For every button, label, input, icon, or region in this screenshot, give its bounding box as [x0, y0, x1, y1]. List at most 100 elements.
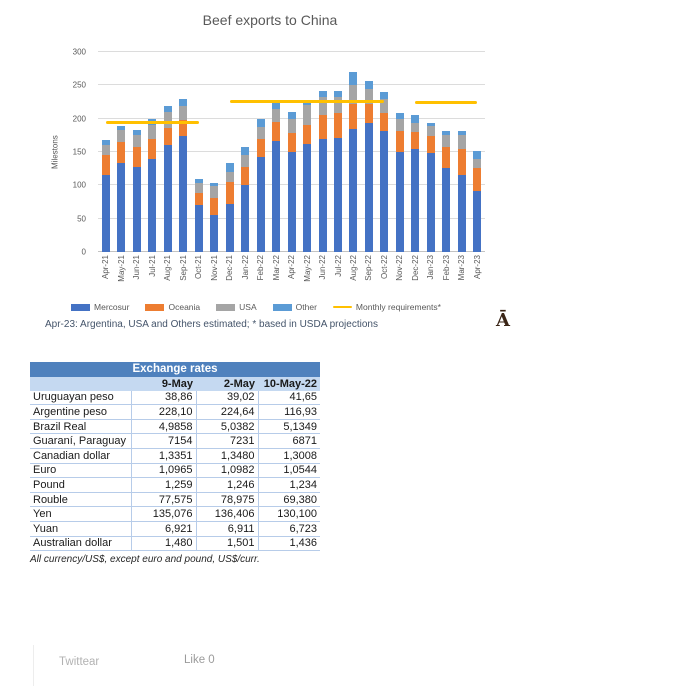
table-row: Guaraní, Paraguay 7154 7231 6871 [30, 433, 320, 449]
bar-slot [361, 52, 376, 252]
bar-segment-oceania [457, 149, 466, 175]
bar-segment-mercosur [256, 157, 265, 252]
table-row: Australian dollar 1,480 1,501 1,436 [30, 536, 320, 552]
exchange-rates-table: Exchange rates 9-May 2-May 10-May-22 Urugua… [30, 362, 320, 565]
bar-segment-other [318, 90, 327, 98]
stacked-bar-Feb-22 [256, 119, 265, 252]
stacked-bar-Sep-22 [364, 80, 373, 252]
currency-name: Uruguayan peso [30, 390, 131, 406]
legend-label: Monthly requirements* [355, 302, 441, 312]
bar-segment-oceania [272, 122, 281, 142]
bar-segment-oceania [194, 193, 203, 206]
rate-value: 1,259 [130, 477, 196, 493]
bar-segment-usa [395, 119, 404, 132]
y-tick-250: 250 [72, 80, 86, 90]
rate-value: 1,3480 [195, 448, 258, 464]
bar-segment-usa [411, 122, 420, 133]
rate-value: 7154 [130, 433, 196, 449]
x-tick-Oct-22: Oct-22 [379, 255, 389, 280]
stacked-bar-Nov-21 [210, 182, 219, 252]
bar-segment-oceania [148, 138, 157, 160]
table-title: Exchange rates [30, 362, 320, 377]
bar-segment-mercosur [210, 215, 219, 252]
bar-segment-oceania [473, 168, 482, 192]
like-link[interactable]: Like 0 [184, 654, 215, 666]
x-tick-Apr-23: Apr-23 [472, 255, 482, 280]
rate-value: 69,380 [257, 492, 320, 508]
legend-swatch [71, 303, 91, 311]
legend-label: Other [295, 302, 317, 312]
rate-value: 116,93 [257, 404, 320, 420]
monthly-requirements-line [415, 100, 478, 104]
bar-segment-usa [442, 135, 451, 147]
rate-value: 1,0982 [195, 463, 258, 479]
bar-segment-mercosur [380, 131, 389, 252]
stacked-bar-Jan-23 [426, 122, 435, 252]
bar-segment-other [426, 122, 435, 127]
bar-segment-usa [194, 183, 203, 194]
legend-item-oceania: Oceania [145, 302, 200, 312]
bar-segment-oceania [101, 155, 110, 175]
bar-segment-mercosur [225, 204, 234, 252]
rate-value: 228,10 [130, 404, 196, 420]
bar-segment-mercosur [426, 152, 435, 252]
x-tick-Jan-23: Jan-23 [426, 255, 436, 280]
table-row: Rouble 77,575 78,975 69,380 [30, 492, 320, 508]
bar-slot [160, 52, 175, 252]
bar-segment-other [380, 92, 389, 100]
rate-value: 78,975 [195, 492, 258, 508]
stacked-bar-Jan-22 [241, 146, 250, 252]
tweet-link[interactable]: Twittear [59, 656, 100, 668]
rate-value: 1,0544 [257, 463, 320, 479]
bar-segment-oceania [364, 104, 373, 124]
x-tick-Dec-21: Dec-21 [225, 255, 235, 281]
bar-segment-other [411, 115, 420, 123]
bar-segment-oceania [395, 131, 404, 152]
decorative-glyph: Ā [496, 310, 510, 331]
bar-segment-usa [256, 127, 265, 139]
rates-table: 9-May 2-May 10-May-22 Uruguayan peso 38,86 39… [30, 377, 320, 552]
bar-segment-mercosur [457, 174, 466, 252]
rate-value: 130,100 [257, 506, 320, 522]
currency-name: Pound [30, 477, 131, 493]
stacked-bar-Nov-22 [395, 113, 404, 252]
x-tick-Nov-22: Nov-22 [395, 255, 405, 281]
bar-segment-oceania [442, 146, 451, 168]
bar-segment-mercosur [473, 191, 482, 252]
stacked-bar-Apr-23 [473, 151, 482, 252]
bar-segment-other [364, 80, 373, 90]
bar-segment-mercosur [287, 152, 296, 252]
bar-segment-usa [287, 118, 296, 134]
bar-segment-mercosur [349, 129, 358, 252]
bar-segment-other [225, 163, 234, 172]
bar-slot [206, 52, 221, 252]
bar-segment-mercosur [334, 138, 342, 252]
bar-slot [315, 52, 330, 252]
y-axis-ticks: 0 50 100 150 200 250 300 [58, 48, 88, 257]
legend-swatch [332, 305, 352, 309]
bar-segment-other [334, 90, 342, 97]
bar-segment-mercosur [318, 138, 327, 252]
table-row: Euro 1,0965 1,0982 1,0544 [30, 463, 320, 479]
x-tick-Jun-21: Jun-21 [132, 255, 142, 280]
bar-segment-usa [179, 106, 188, 120]
bar-slot [330, 52, 345, 252]
y-tick-300: 300 [72, 47, 86, 57]
stacked-bar-Dec-21 [225, 163, 234, 252]
bar-segment-usa [426, 126, 435, 137]
x-tick-Mar-23: Mar-23 [457, 255, 467, 281]
rate-value: 4,9858 [130, 419, 196, 435]
bar-slot [144, 52, 159, 252]
x-tick-Apr-21: Apr-21 [101, 255, 111, 280]
x-tick-May-21: May-21 [116, 255, 126, 282]
currency-name: Canadian dollar [30, 448, 131, 464]
column-header: 9-May [161, 377, 193, 390]
bar-segment-oceania [210, 198, 219, 216]
bar-segment-usa [241, 154, 250, 167]
bar-slot [253, 52, 268, 252]
rate-value: 1,480 [130, 536, 196, 552]
stacked-bar-Oct-21 [194, 178, 203, 252]
bar-segment-mercosur [395, 152, 404, 252]
x-tick-May-22: May-22 [302, 255, 312, 282]
